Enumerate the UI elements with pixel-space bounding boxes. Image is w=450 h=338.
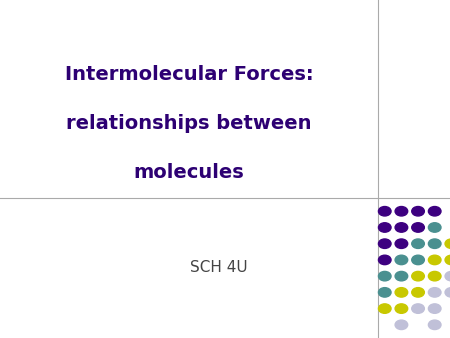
Circle shape [395,207,408,216]
Circle shape [445,239,450,248]
Circle shape [412,271,424,281]
Circle shape [445,255,450,265]
Circle shape [445,271,450,281]
Circle shape [412,239,424,248]
Circle shape [428,304,441,313]
Text: Intermolecular Forces:: Intermolecular Forces: [65,65,313,84]
Circle shape [412,255,424,265]
Circle shape [445,288,450,297]
Text: relationships between: relationships between [66,114,312,133]
Circle shape [395,320,408,330]
Circle shape [428,207,441,216]
Circle shape [428,288,441,297]
Circle shape [378,255,391,265]
Circle shape [428,255,441,265]
Circle shape [428,271,441,281]
Circle shape [378,239,391,248]
Circle shape [378,271,391,281]
Circle shape [428,320,441,330]
Circle shape [412,304,424,313]
Circle shape [412,207,424,216]
Circle shape [378,207,391,216]
Circle shape [395,288,408,297]
Circle shape [395,271,408,281]
Circle shape [378,223,391,232]
Circle shape [412,223,424,232]
Circle shape [378,288,391,297]
Text: SCH 4U: SCH 4U [190,260,248,274]
Circle shape [395,304,408,313]
Circle shape [412,288,424,297]
Circle shape [395,223,408,232]
Circle shape [428,223,441,232]
Circle shape [395,239,408,248]
Circle shape [378,304,391,313]
Text: molecules: molecules [134,163,244,182]
Circle shape [428,239,441,248]
Circle shape [395,255,408,265]
